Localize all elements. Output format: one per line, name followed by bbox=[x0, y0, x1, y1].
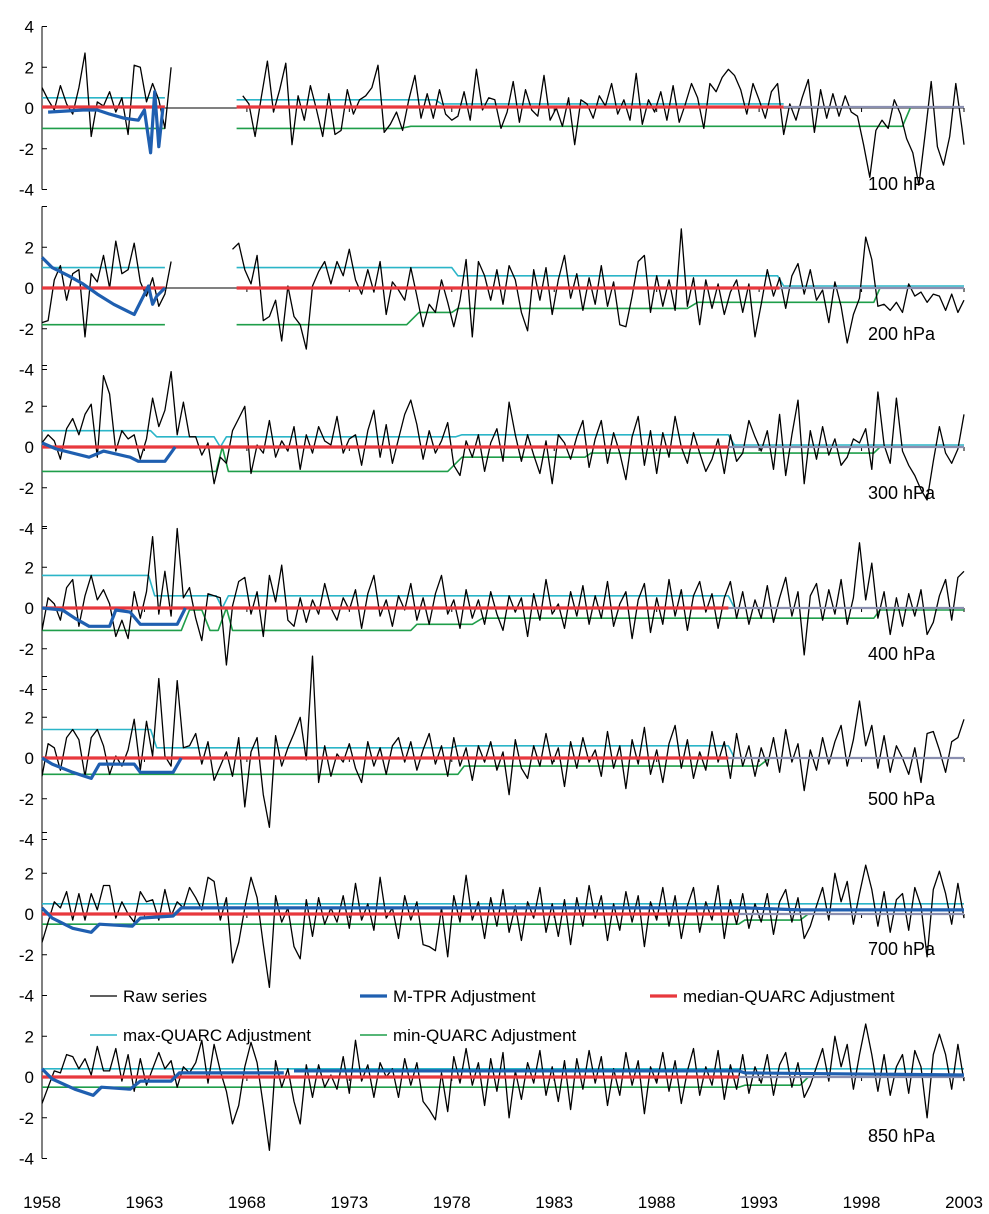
x-tick-label: 1993 bbox=[740, 1193, 778, 1212]
legend-item-raw: Raw series bbox=[90, 987, 207, 1006]
panel-label: 100 hPa bbox=[868, 174, 936, 194]
series-line-mtpr bbox=[48, 90, 165, 155]
y-tick-label: 2 bbox=[25, 864, 34, 883]
y-tick-label: 0 bbox=[25, 438, 34, 457]
legend-label: M-TPR Adjustment bbox=[393, 987, 536, 1006]
y-tick-label: -4 bbox=[19, 681, 34, 700]
x-tick-label: 1958 bbox=[23, 1193, 61, 1212]
series-line-min bbox=[42, 106, 964, 130]
y-tick-label: -2 bbox=[19, 479, 34, 498]
series-line-max bbox=[42, 266, 964, 287]
y-tick-label: -4 bbox=[19, 987, 34, 1006]
labels-layer: -4 -2 0 2 4 100 hPa -4 -2 0 2 200 hPa -4 -2 0 2 300 hPa… bbox=[19, 18, 983, 1213]
y-tick-label: 2 bbox=[25, 58, 34, 77]
legend-item-median: median-QUARC Adjustment bbox=[650, 987, 895, 1006]
y-tick-label: 4 bbox=[25, 18, 34, 37]
y-tick-label: 2 bbox=[25, 708, 34, 727]
y-tick-label: -4 bbox=[19, 361, 34, 380]
x-tick-label: 1973 bbox=[330, 1193, 368, 1212]
x-tick-label: 1978 bbox=[433, 1193, 471, 1212]
panel-label: 700 hPa bbox=[868, 939, 936, 959]
series-line-max bbox=[42, 97, 784, 105]
y-tick-label: -4 bbox=[19, 181, 34, 200]
series-line-mtpr bbox=[40, 1067, 965, 1097]
y-tick-label: -4 bbox=[19, 520, 34, 539]
x-tick-label: 2003 bbox=[945, 1193, 983, 1212]
y-tick-label: -2 bbox=[19, 790, 34, 809]
y-tick-label: -2 bbox=[19, 640, 34, 659]
y-tick-label: 2 bbox=[25, 397, 34, 416]
legend-item-min: min-QUARC Adjustment bbox=[360, 1026, 577, 1045]
series-line-min bbox=[42, 446, 964, 473]
series-line-raw bbox=[41, 655, 965, 828]
y-tick-label: 0 bbox=[25, 749, 34, 768]
series-line-mtpr bbox=[41, 441, 177, 463]
series-line-mtpr bbox=[41, 756, 183, 780]
legend-label: max-QUARC Adjustment bbox=[123, 1026, 311, 1045]
series-line-mtpr bbox=[41, 606, 187, 628]
y-tick-label: 2 bbox=[25, 558, 34, 577]
panel-label: 200 hPa bbox=[868, 324, 936, 344]
y-tick-label: 0 bbox=[25, 905, 34, 924]
y-tick-label: 2 bbox=[25, 238, 34, 257]
x-tick-label: 1963 bbox=[126, 1193, 164, 1212]
series-line-mtpr bbox=[40, 256, 167, 317]
series-line-mtpr bbox=[40, 906, 964, 934]
panel-label: 500 hPa bbox=[868, 789, 936, 809]
series-line-raw bbox=[41, 52, 965, 187]
legend-label: Raw series bbox=[123, 987, 207, 1006]
legend-label: min-QUARC Adjustment bbox=[393, 1026, 577, 1045]
y-tick-label: 0 bbox=[25, 99, 34, 118]
y-tick-label: 0 bbox=[25, 279, 34, 298]
series-line-raw bbox=[41, 370, 965, 501]
y-tick-label: 2 bbox=[25, 1027, 34, 1046]
panel-label: 300 hPa bbox=[868, 483, 936, 503]
y-tick-label: -2 bbox=[19, 320, 34, 339]
x-tick-label: 1983 bbox=[535, 1193, 573, 1212]
series-layer bbox=[40, 52, 965, 1151]
y-tick-label: -2 bbox=[19, 946, 34, 965]
x-tick-label: 1998 bbox=[843, 1193, 881, 1212]
x-tick-label: 1968 bbox=[228, 1193, 266, 1212]
y-tick-label: -4 bbox=[19, 1150, 34, 1169]
panel-label: 850 hPa bbox=[868, 1126, 936, 1146]
x-tick-label: 1988 bbox=[638, 1193, 676, 1212]
y-tick-label: 0 bbox=[25, 1068, 34, 1087]
series-line-raw bbox=[41, 1023, 965, 1151]
y-tick-label: -2 bbox=[19, 1109, 34, 1128]
panel-label: 400 hPa bbox=[868, 644, 936, 664]
series-line-raw bbox=[41, 864, 965, 989]
y-tick-label: -2 bbox=[19, 140, 34, 159]
y-tick-label: -4 bbox=[19, 831, 34, 850]
legend-label: median-QUARC Adjustment bbox=[683, 987, 895, 1006]
legend-item-mtpr: M-TPR Adjustment bbox=[360, 987, 536, 1006]
y-tick-label: 0 bbox=[25, 599, 34, 618]
series-line-raw bbox=[41, 527, 965, 666]
legend: Raw series M-TPR Adjustment median-QUARC A… bbox=[90, 987, 895, 1045]
legend-item-max: max-QUARC Adjustment bbox=[90, 1026, 311, 1045]
